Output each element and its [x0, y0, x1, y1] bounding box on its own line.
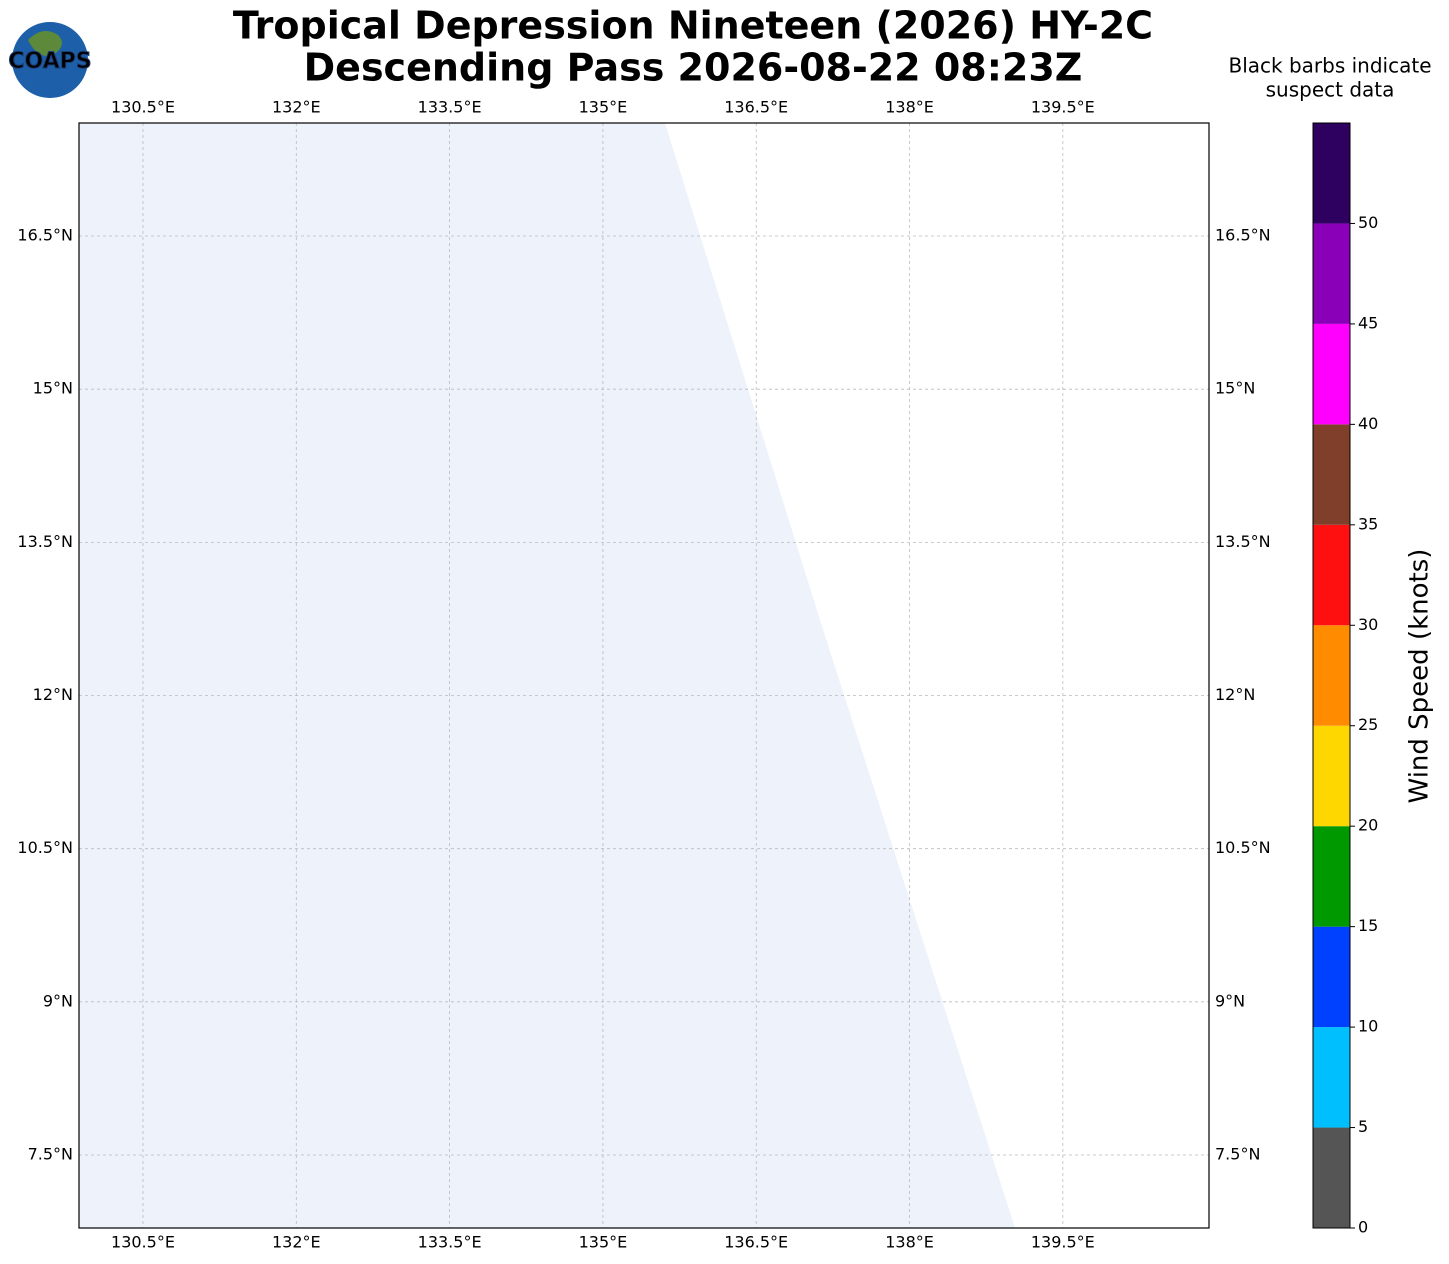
colorbar-tick-label: 30: [1358, 615, 1378, 634]
lon-tick-label: 138°E: [885, 98, 934, 117]
colorbar-tick-label: 35: [1358, 514, 1378, 533]
lon-tick-label: 133.5°E: [418, 1233, 482, 1252]
lon-tick-label: 139.5°E: [1031, 98, 1095, 117]
lon-tick-label: 130.5°E: [111, 98, 175, 117]
colorbar-bin: [1313, 1027, 1350, 1128]
lon-tick-label: 138°E: [885, 1233, 934, 1252]
lat-tick-label: 10.5°N: [1215, 838, 1271, 857]
colorbar-bin: [1313, 424, 1350, 525]
lat-tick-label: 12°N: [1215, 685, 1255, 704]
colorbar-tick-label: 15: [1358, 916, 1378, 935]
lat-tick-label: 7.5°N: [1215, 1144, 1260, 1163]
note: suspect data: [1266, 78, 1395, 102]
colorbar-tick-label: 50: [1358, 213, 1378, 232]
colorbar-bin: [1313, 323, 1350, 425]
colorbar-tick-label: 25: [1358, 715, 1378, 734]
colorbar-tick-label: 10: [1358, 1017, 1378, 1036]
lat-tick-label: 10.5°N: [17, 838, 73, 857]
colorbar-tick-label: 5: [1358, 1117, 1368, 1136]
logo-text: COAPS: [8, 49, 91, 74]
lon-tick-label: 135°E: [579, 98, 628, 117]
lon-tick-label: 135°E: [579, 1233, 628, 1252]
lon-tick-label: 139.5°E: [1031, 1233, 1095, 1252]
colorbar-tick-label: 45: [1358, 313, 1378, 332]
lat-tick-label: 9°N: [1215, 991, 1245, 1010]
lat-tick-label: 13.5°N: [1215, 532, 1271, 551]
logo-land: [28, 31, 62, 56]
colorbar-bin: [1313, 926, 1350, 1028]
colorbar-bin: [1313, 223, 1350, 324]
lat-tick-label: 16.5°N: [1215, 226, 1271, 245]
lon-tick-label: 132°E: [272, 98, 321, 117]
lat-tick-label: 16.5°N: [17, 226, 73, 245]
colorbar-tick-label: 0: [1358, 1218, 1368, 1237]
lon-tick-label: 136.5°E: [724, 1233, 788, 1252]
grid: 130.5°E 130.5°E 132°E 132°E 133.5°E 133.5°E 13…: [17, 98, 1270, 1252]
lat-tick-label: 15°N: [33, 379, 73, 398]
title: Tropical Depression Nineteen (2026) HY-2…: [233, 4, 1153, 48]
title: Descending Pass 2026-08-22 08:23Z: [304, 46, 1083, 90]
lat-tick-label: 9°N: [43, 991, 73, 1010]
lat-tick-label: 15°N: [1215, 379, 1255, 398]
lat-tick-label: 12°N: [33, 685, 73, 704]
colorbar-tick-label: 40: [1358, 414, 1378, 433]
colorbar-bin: [1313, 725, 1350, 827]
colorbar-bin: [1313, 524, 1350, 626]
lon-tick-label: 130.5°E: [111, 1233, 175, 1252]
note: Black barbs indicate: [1229, 54, 1432, 78]
colorbar-bin: [1313, 123, 1350, 224]
map-frame: [78, 122, 1210, 1229]
swath: [79, 123, 1015, 1228]
lat-tick-label: 7.5°N: [28, 1144, 73, 1163]
lat-tick-label: 13.5°N: [17, 532, 73, 551]
logo: COAPS: [8, 22, 92, 98]
colorbar-bin: [1313, 1127, 1350, 1228]
colorbar-tick-label: 20: [1358, 816, 1378, 835]
colorbar-frame: [1312, 122, 1351, 1229]
colorbar-bin: [1313, 826, 1350, 927]
colorbar-label: Wind Speed (knots): [1405, 549, 1435, 804]
lon-tick-label: 132°E: [272, 1233, 321, 1252]
colorbar: 0 5 10 15 20 25 30 35 40 45 50: [1312, 122, 1378, 1237]
lon-tick-label: 136.5°E: [724, 98, 788, 117]
colorbar-bin: [1313, 625, 1350, 726]
lon-tick-label: 133.5°E: [418, 98, 482, 117]
